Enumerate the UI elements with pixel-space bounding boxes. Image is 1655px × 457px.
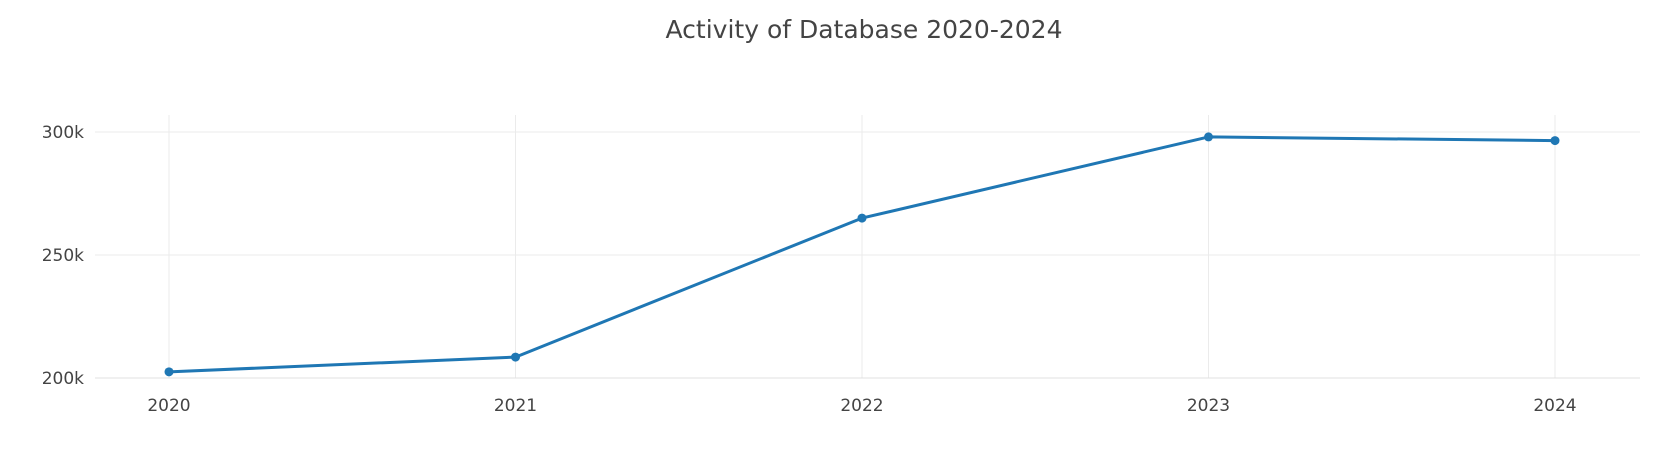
y-tick-label-200k: 200k — [42, 369, 84, 389]
points-group — [164, 132, 1560, 377]
x-tick-label-2023: 2023 — [1187, 396, 1230, 416]
chart-title: Activity of Database 2020-2024 — [666, 15, 1063, 44]
x-tick-label-2020: 2020 — [147, 396, 190, 416]
data-point-2020[interactable] — [164, 367, 174, 377]
y-tick-label-300k: 300k — [42, 123, 84, 143]
data-point-2024[interactable] — [1550, 136, 1560, 146]
grid — [95, 115, 1640, 379]
axes: 2020 2021 2022 2023 2024 200k 250k 300k — [42, 123, 1577, 416]
data-point-2023[interactable] — [1204, 132, 1213, 142]
x-tick-label-2021: 2021 — [494, 396, 537, 416]
y-tick-label-250k: 250k — [42, 246, 84, 266]
data-point-2022[interactable] — [857, 213, 867, 223]
data-point-2021[interactable] — [511, 352, 520, 362]
x-tick-label-2022: 2022 — [840, 396, 883, 416]
x-tick-label-2024: 2024 — [1533, 396, 1576, 416]
